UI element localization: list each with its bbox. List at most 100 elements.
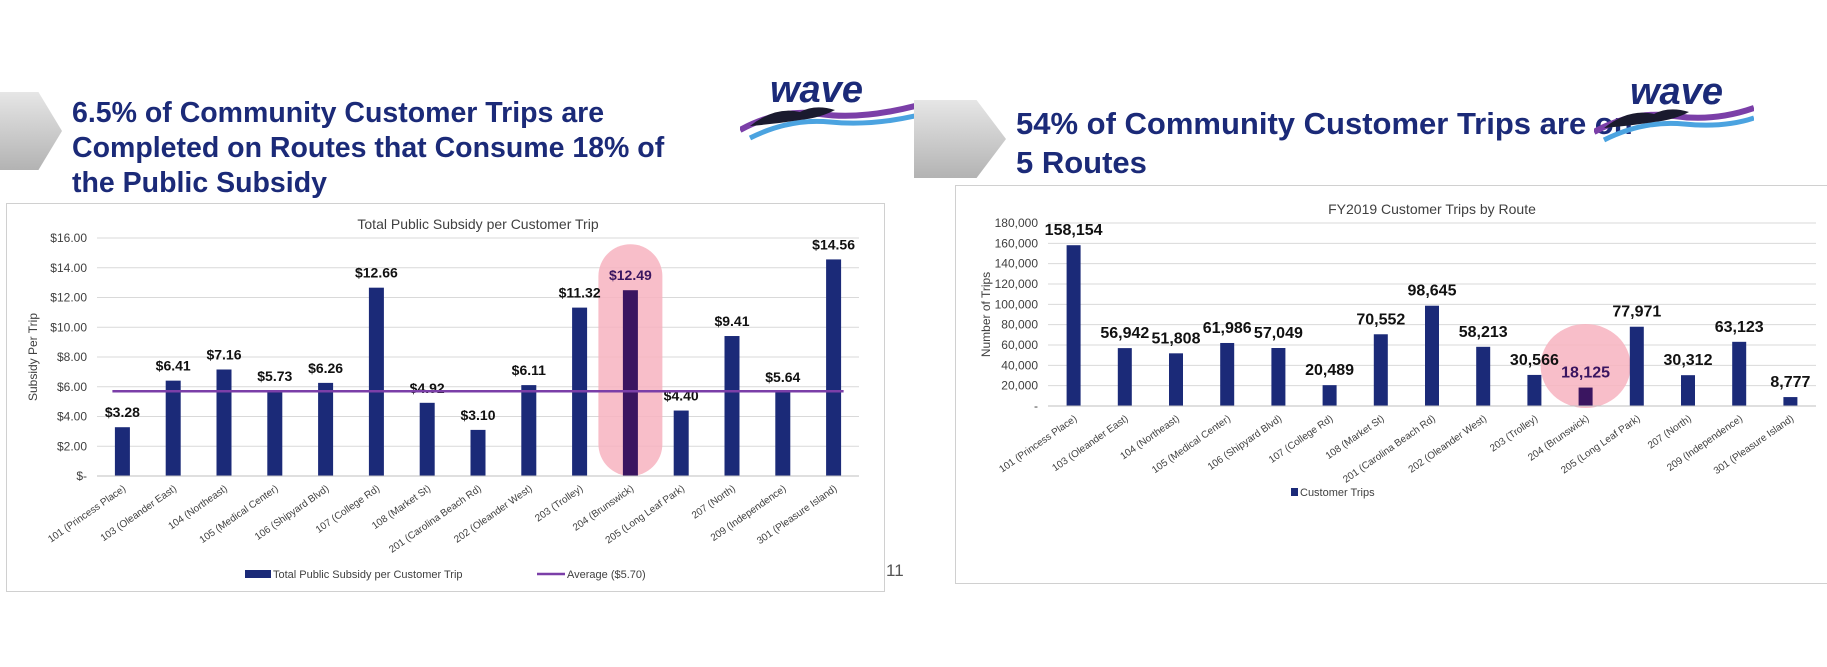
page-number: 11 <box>886 561 904 580</box>
bar <box>1681 375 1695 406</box>
x-tick-label: 207 (North) <box>1646 413 1694 451</box>
data-label: 158,154 <box>1045 222 1103 239</box>
bar <box>216 369 232 476</box>
bar <box>1066 245 1081 406</box>
data-label: 63,123 <box>1715 319 1764 336</box>
data-label: $5.64 <box>765 369 800 385</box>
y-tick-label: $8.00 <box>57 350 87 364</box>
y-tick-label: $6.00 <box>57 380 87 394</box>
x-tick-label: 207 (North) <box>690 483 738 521</box>
data-label: 77,971 <box>1612 304 1661 321</box>
x-tick-label: 203 (Trolley) <box>533 483 585 524</box>
data-label: 57,049 <box>1254 325 1303 342</box>
bar <box>673 410 689 476</box>
trips-chart-container: FY2019 Customer Trips by Route Number of … <box>955 185 1827 584</box>
logo-text: wave <box>770 69 863 111</box>
bar <box>165 380 181 476</box>
y-tick-label: 160,000 <box>995 236 1039 250</box>
data-label: $14.56 <box>812 236 855 252</box>
y-tick-label: $10.00 <box>50 320 87 334</box>
data-label: 18,125 <box>1561 365 1610 382</box>
arrow-decoration <box>914 100 1006 178</box>
arrow-decoration <box>0 92 62 170</box>
chart-title: Total Public Subsidy per Customer Trip <box>357 216 598 232</box>
data-label: 8,777 <box>1770 374 1810 391</box>
slide-headline: 54% of Community Customer Trips are on 5… <box>1016 106 1633 180</box>
bar <box>1527 374 1542 406</box>
bar <box>521 385 537 476</box>
data-label: $6.26 <box>308 360 343 376</box>
data-label: $9.41 <box>714 313 749 329</box>
bar <box>1578 387 1593 406</box>
y-tick-label: 140,000 <box>995 257 1039 271</box>
data-label: 61,986 <box>1203 320 1252 337</box>
data-label: $3.28 <box>105 404 140 420</box>
bar <box>826 259 842 476</box>
data-label: $6.11 <box>512 362 546 378</box>
data-label: $7.16 <box>206 346 241 362</box>
bar <box>724 336 740 476</box>
data-label: $12.66 <box>355 265 398 281</box>
bar <box>267 390 283 476</box>
bar <box>470 429 486 476</box>
y-tick-label: $2.00 <box>57 439 87 453</box>
y-tick-label: 40,000 <box>1001 358 1038 372</box>
subsidy-chart: Total Public Subsidy per Customer Trip Su… <box>26 216 859 581</box>
legend-label: Total Public Subsidy per Customer Trip <box>273 569 463 581</box>
bar <box>1373 334 1388 406</box>
y-tick-label: 100,000 <box>995 297 1039 311</box>
y-tick-label: - <box>1034 399 1038 413</box>
bar <box>114 427 130 476</box>
data-label: 20,489 <box>1305 362 1354 379</box>
x-tick-label: 201 (Carolina Beach Rd) <box>1341 413 1437 485</box>
logo-text: wave <box>1630 71 1723 113</box>
data-label: $4.40 <box>664 388 699 404</box>
bar <box>775 392 791 476</box>
wave-logo: wave <box>1594 71 1754 143</box>
bar <box>318 382 334 476</box>
legend-swatch <box>1291 488 1298 496</box>
subsidy-chart-container: Total Public Subsidy per Customer Trip Su… <box>6 203 885 592</box>
data-label: 30,312 <box>1664 352 1713 369</box>
y-axis-label: Number of Trips <box>979 272 993 357</box>
slide-headline: 6.5% of Community Customer Trips are Com… <box>72 97 665 199</box>
y-tick-label: $12.00 <box>50 291 87 305</box>
data-label: $6.41 <box>156 358 191 374</box>
data-label: $3.10 <box>460 407 495 423</box>
bar <box>1783 397 1798 406</box>
y-tick-label: 80,000 <box>1001 318 1038 332</box>
bar <box>1322 385 1337 406</box>
bar <box>368 287 384 476</box>
data-label: 51,808 <box>1152 330 1201 347</box>
data-label: $4.92 <box>410 380 445 396</box>
data-label: 98,645 <box>1408 283 1457 300</box>
chart-title: FY2019 Customer Trips by Route <box>1328 201 1536 217</box>
y-tick-label: $16.00 <box>50 231 87 245</box>
data-label: 56,942 <box>1100 325 1149 342</box>
bar <box>1476 346 1491 406</box>
data-label: $11.32 <box>559 285 601 301</box>
y-tick-label: 180,000 <box>995 216 1039 230</box>
bar <box>1169 353 1183 406</box>
slide-left: 6.5% of Community Customer Trips are Com… <box>0 0 915 667</box>
trips-chart: FY2019 Customer Trips by Route Number of … <box>979 201 1816 499</box>
data-label: 70,552 <box>1356 311 1405 328</box>
y-tick-label: 120,000 <box>995 277 1039 291</box>
bar <box>1220 342 1235 406</box>
y-tick-label: 20,000 <box>1001 379 1038 393</box>
bar <box>1117 348 1132 406</box>
bar <box>419 402 435 476</box>
data-label: $5.73 <box>257 368 292 384</box>
legend-swatch <box>245 570 271 578</box>
y-tick-label: $- <box>76 469 87 483</box>
data-label: 30,566 <box>1510 352 1559 369</box>
wave-logo: wave <box>740 69 915 141</box>
y-axis-label: Subsidy Per Trip <box>26 313 40 401</box>
data-label: 58,213 <box>1459 324 1508 341</box>
y-tick-label: $4.00 <box>57 410 87 424</box>
legend-label: Average ($5.70) <box>567 569 646 581</box>
bar <box>1732 341 1747 406</box>
bar <box>1629 326 1644 406</box>
highlight-oval <box>1540 324 1631 408</box>
y-tick-label: $14.00 <box>50 261 87 275</box>
